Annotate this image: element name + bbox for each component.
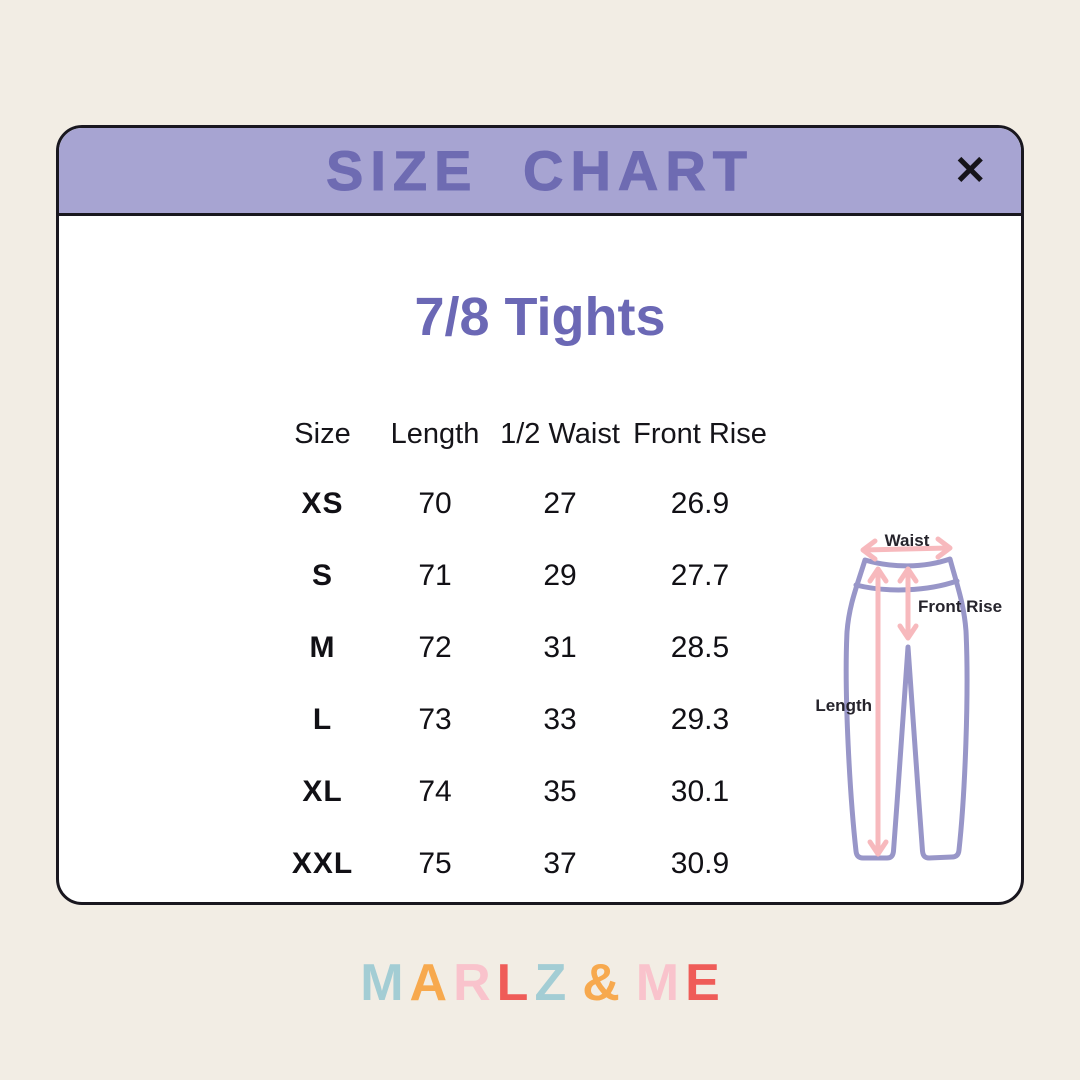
front-rise-arrow xyxy=(897,566,919,641)
measurement-value: 73 xyxy=(418,703,452,736)
measurement-value: 29 xyxy=(543,559,577,592)
measurement-value: 35 xyxy=(543,775,577,808)
measurement-value: 26.9 xyxy=(670,487,730,520)
tights-measurement-diagram: Waist Front Rise Length xyxy=(815,531,1002,861)
modal-title: SIZE CHART xyxy=(326,138,754,202)
size-table: Size Length 1/2 Waist Front Rise XS 70 27 26.9 S… xyxy=(265,400,770,900)
measurement-value: 27 xyxy=(543,487,577,520)
size-label: S xyxy=(311,559,333,592)
brand-letter: E xyxy=(685,954,720,1012)
close-button[interactable]: ✕ xyxy=(953,148,987,193)
brand-letter: M xyxy=(360,954,404,1012)
measurement-value: 30.9 xyxy=(670,847,730,880)
measurement-value: 72 xyxy=(418,631,452,664)
brand-letter: M xyxy=(635,954,680,1012)
product-title: 7/8 Tights xyxy=(414,287,666,347)
waist-arrow xyxy=(860,536,953,562)
measurement-value: 70 xyxy=(418,487,452,520)
size-label: XXL xyxy=(291,847,354,880)
brand-letter: A xyxy=(409,954,448,1012)
length-label: Length xyxy=(815,696,872,715)
measurement-value: 33 xyxy=(543,703,577,736)
measurement-value: 30.1 xyxy=(670,775,730,808)
waist-label: Waist xyxy=(885,531,930,550)
column-header-front-rise: Front Rise xyxy=(633,417,767,450)
size-label: L xyxy=(312,703,333,736)
modal-header: SIZE CHART ✕ xyxy=(59,128,1021,216)
measurement-value: 28.5 xyxy=(670,631,730,664)
measurement-value: 29.3 xyxy=(670,703,730,736)
front-rise-label: Front Rise xyxy=(918,597,1002,616)
size-label: M xyxy=(309,631,336,664)
tights-outline xyxy=(843,556,970,861)
size-label: XS xyxy=(301,487,344,520)
measurement-value: 74 xyxy=(418,775,452,808)
measurement-value: 71 xyxy=(418,559,452,592)
length-arrow xyxy=(867,566,889,857)
brand-letter: L xyxy=(496,954,529,1012)
brand-letter: R xyxy=(453,954,491,1012)
size-label: XL xyxy=(302,775,343,808)
measurement-value: 27.7 xyxy=(670,559,730,592)
brand-letter: & xyxy=(582,954,620,1012)
brand-letter: Z xyxy=(534,954,567,1012)
measurement-value: 31 xyxy=(543,631,577,664)
size-chart-modal: SIZE CHART ✕ 7/8 Tights Size Length 1/2 Wa… xyxy=(56,125,1024,905)
column-header-1-2-waist: 1/2 Waist xyxy=(500,417,620,450)
brand-logo: M A R L Z & M E xyxy=(0,952,1080,1014)
column-header-size: Size xyxy=(294,417,351,450)
measurement-value: 37 xyxy=(543,847,577,880)
measurement-value: 75 xyxy=(418,847,452,880)
column-header-length: Length xyxy=(390,417,480,450)
